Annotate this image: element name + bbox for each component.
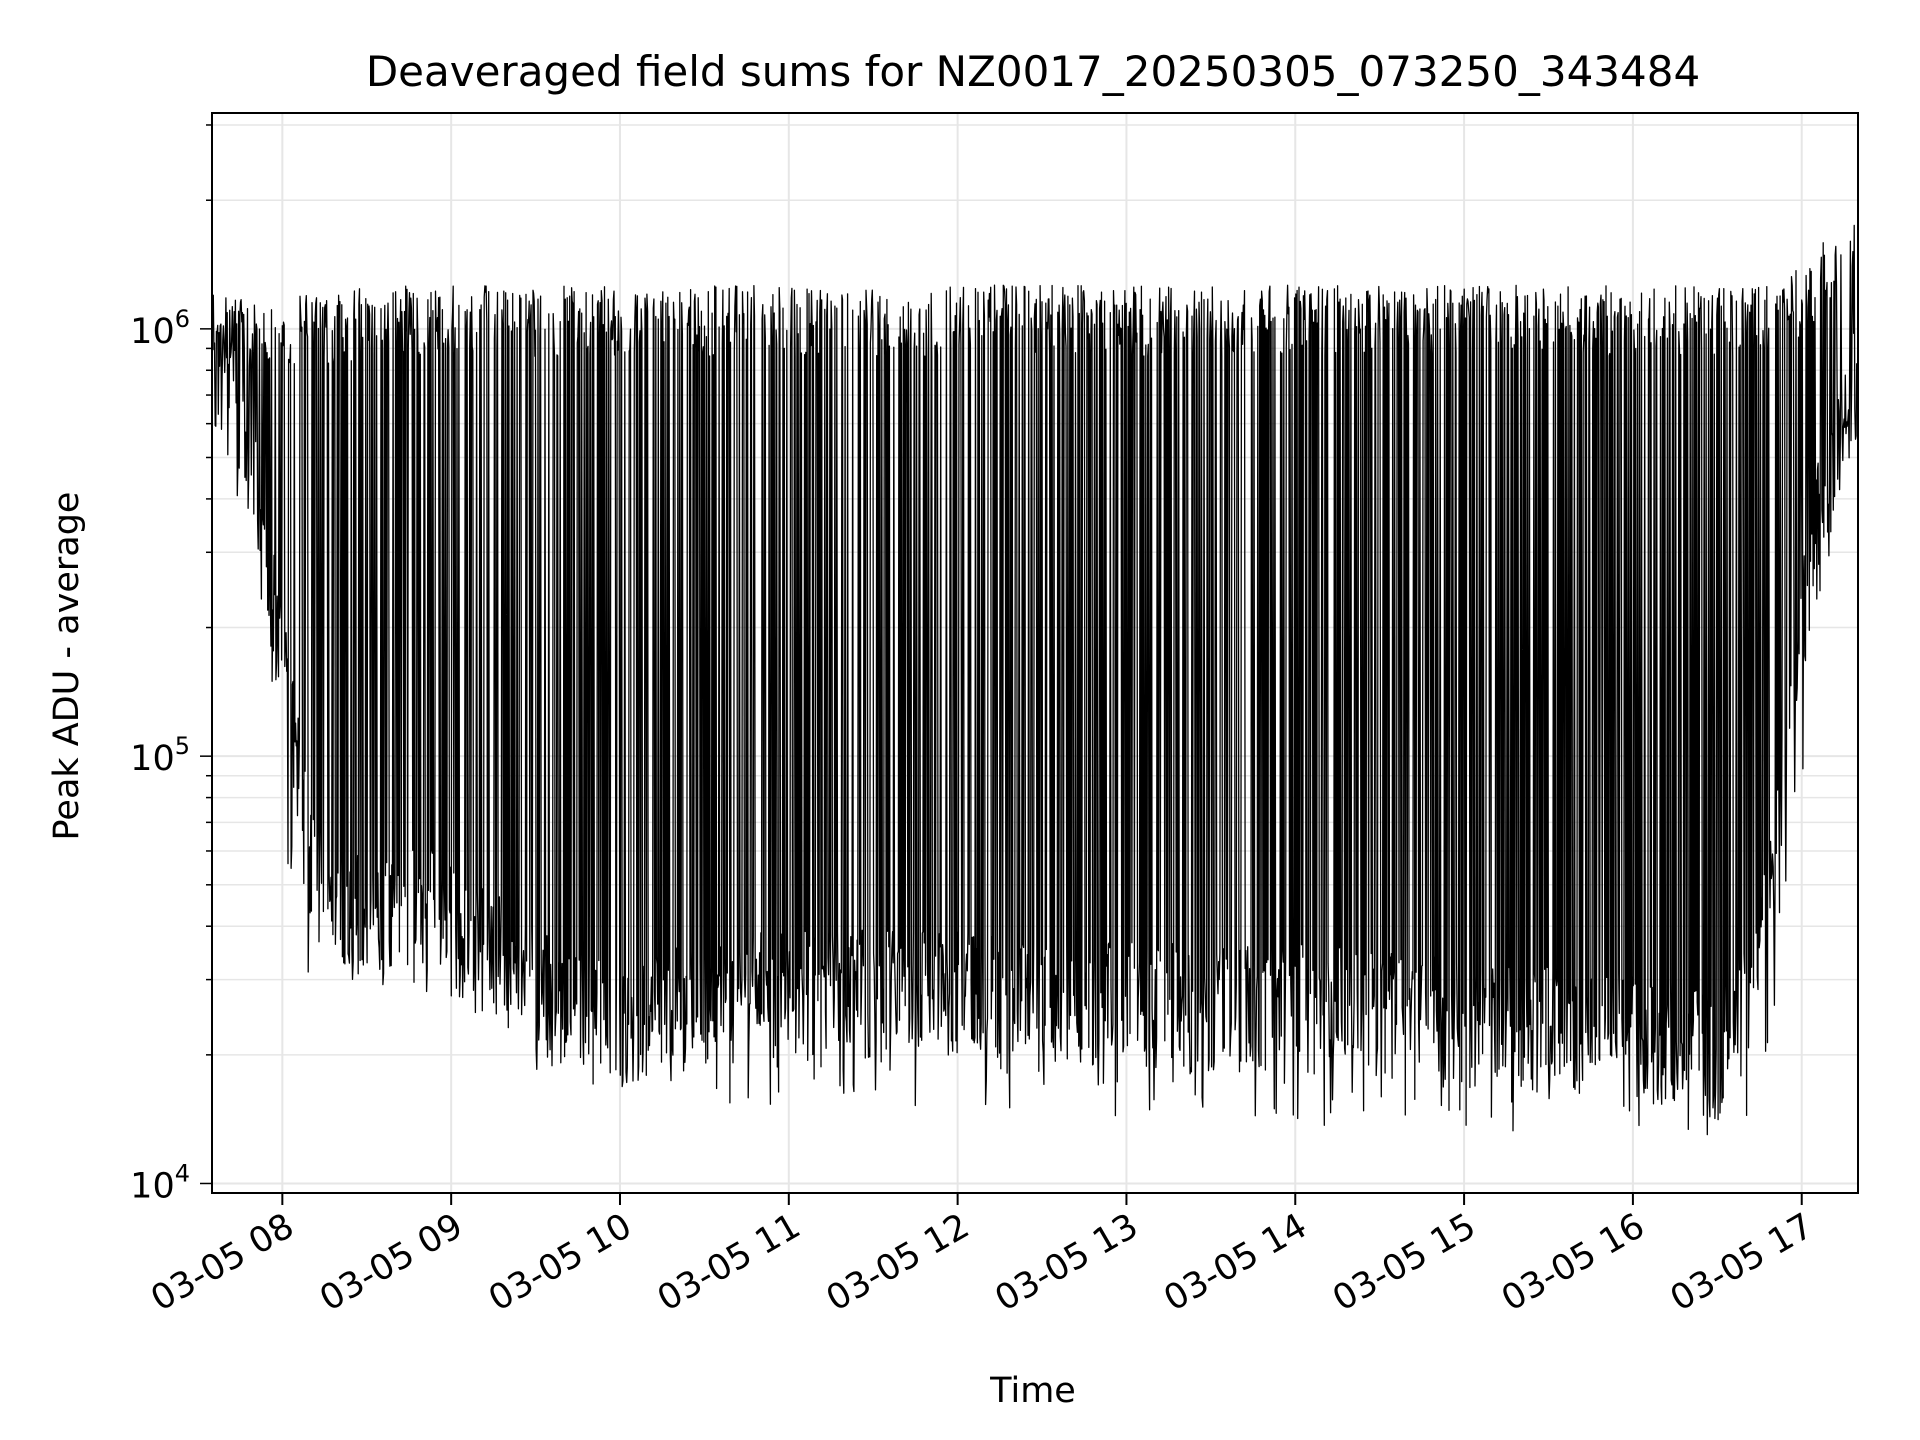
y-tick-exponent: 6 xyxy=(175,305,190,333)
y-tick-exponent: 4 xyxy=(175,1159,190,1187)
y-tick-label: 104 xyxy=(130,1159,190,1206)
y-tick-label: 106 xyxy=(130,305,190,352)
chart-title: Deaveraged field sums for NZ0017_2025030… xyxy=(366,47,1700,96)
y-tick-exponent: 5 xyxy=(175,732,190,760)
plot-frame xyxy=(211,112,1859,1194)
x-axis-label: Time xyxy=(989,1371,1076,1411)
y-tick-base: 10 xyxy=(130,739,175,779)
y-tick-label: 105 xyxy=(130,732,190,779)
y-tick-base: 10 xyxy=(130,312,175,352)
y-axis-label: Peak ADU - average xyxy=(47,492,87,841)
data-layer xyxy=(211,224,1859,1136)
y-tick-base: 10 xyxy=(130,1166,175,1206)
series-line xyxy=(211,224,1859,1136)
